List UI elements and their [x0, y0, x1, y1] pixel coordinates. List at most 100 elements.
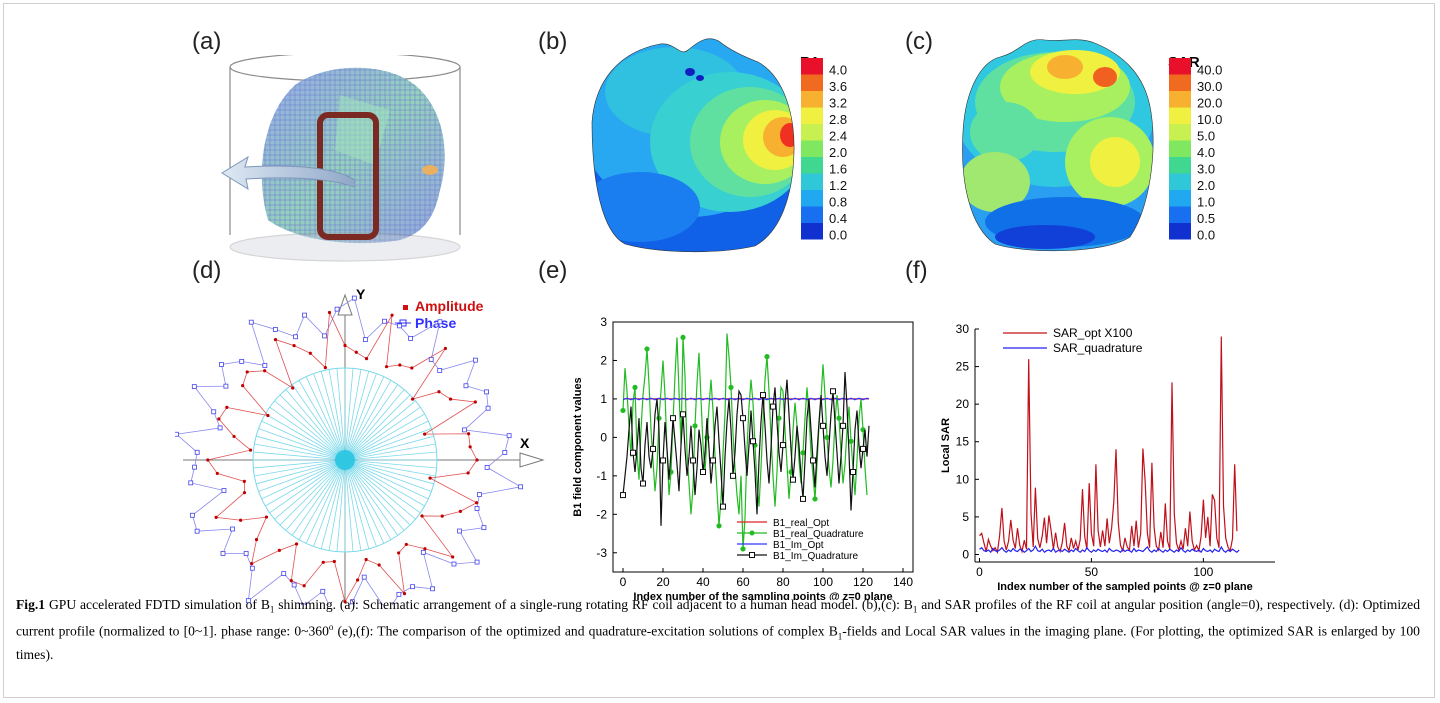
amplitude-marker	[475, 501, 479, 505]
amplitude-marker	[321, 560, 325, 564]
series-marker	[750, 438, 756, 445]
sar-colorbar-swatch	[1169, 190, 1191, 207]
series-marker	[760, 392, 766, 399]
phase-marker	[451, 561, 457, 567]
series-marker	[692, 423, 698, 429]
amplitude-marker	[254, 538, 259, 542]
spoke	[254, 459, 346, 477]
series-marker	[830, 388, 836, 395]
phase-marker	[481, 525, 487, 531]
series-marker	[644, 346, 650, 352]
x-tick-label: 0	[620, 575, 627, 589]
sar-colorbar-tick-label: 1.0	[1197, 194, 1215, 209]
amplitude-marker	[343, 343, 347, 348]
series-marker	[820, 422, 826, 429]
spoke	[344, 406, 421, 461]
spoke	[254, 443, 346, 461]
amplitude-marker	[242, 491, 247, 495]
amplitude-marker	[458, 509, 462, 513]
legend-phase-marker	[399, 319, 407, 327]
spoke	[344, 459, 434, 485]
phase-marker	[189, 512, 195, 518]
amplitude-marker	[263, 369, 267, 373]
b1-colorbar-swatch	[801, 223, 823, 240]
amplitude-marker	[277, 548, 281, 552]
spoke	[344, 459, 425, 507]
amplitude-marker	[225, 405, 229, 409]
amplitude-marker	[377, 563, 381, 567]
x-tick-label: 40	[696, 575, 710, 589]
b1-colorbar-tick-label: 2.8	[829, 112, 847, 127]
x-tick-label: 100	[813, 575, 833, 589]
phase-marker	[437, 368, 443, 373]
sar-colorbar-swatch	[1169, 91, 1191, 108]
spoke	[269, 459, 346, 514]
legend-entry: B1_real_Quadrature	[773, 529, 864, 540]
y-tick-label: 2	[600, 353, 607, 367]
sar-colorbar-swatch	[1169, 74, 1191, 91]
spoke	[344, 459, 411, 526]
amplitude-marker	[332, 559, 336, 564]
caption-text-5: -fields and Local SAR values in the imag…	[16, 623, 1420, 662]
series-marker	[630, 449, 636, 456]
b1-colorbar: 4.0 3.6 3.2 2.8 2.4 2.0 1.6 1.2 0.8 0.4 0.0	[801, 58, 871, 253]
spoke	[253, 451, 346, 461]
amplitude-marker	[241, 384, 245, 388]
spoke	[285, 459, 346, 531]
spoke	[305, 376, 346, 461]
amplitude-marker	[411, 397, 415, 401]
amplitude-marker	[354, 350, 358, 354]
b1-map	[591, 38, 795, 253]
amplitude-marker	[250, 562, 254, 566]
caption-text-2: shimming. (a): Schematic arrangement of …	[274, 597, 913, 612]
legend-entry: B1_Im_Quadrature	[773, 551, 858, 562]
series-marker	[640, 480, 646, 487]
spoke	[344, 380, 392, 461]
series-line	[979, 544, 1240, 554]
x-arrow-icon	[519, 452, 545, 468]
sar-colorbar-swatch	[1169, 124, 1191, 141]
y-tick-label: 1	[600, 392, 607, 406]
phase-marker	[219, 362, 224, 367]
phase-marker	[474, 559, 480, 565]
spoke	[344, 413, 425, 461]
x-tick-label: 80	[776, 575, 790, 589]
amplitude-marker	[466, 432, 471, 436]
legend-entry: SAR_opt X100	[1053, 326, 1133, 340]
b1-colorbar-tick-label: 1.2	[829, 178, 847, 193]
b1-colorbar-swatch	[801, 157, 823, 174]
spoke	[256, 459, 346, 485]
sar-colorbar-tick-label: 10.0	[1197, 112, 1222, 127]
series-marker	[812, 496, 818, 502]
spoke	[285, 389, 346, 461]
panel-label-e: (e)	[538, 257, 568, 284]
y-tick-label: 20	[956, 397, 970, 411]
sar-colorbar-tick-label: 40.0	[1197, 62, 1222, 77]
amplitude-marker	[466, 471, 470, 475]
spoke	[265, 459, 346, 507]
amplitude-marker	[323, 365, 327, 370]
spoke	[344, 459, 362, 551]
phase-marker	[262, 363, 268, 368]
phase-marker	[194, 449, 200, 455]
panel-label-c: (c)	[905, 28, 933, 55]
caption-sub-1: 1	[269, 604, 275, 615]
unit-circle	[252, 367, 438, 553]
spoke	[298, 380, 346, 461]
spoke	[344, 459, 437, 469]
caption-sup-1: o	[328, 622, 334, 633]
sar-colorbar-tick-label: 0.0	[1197, 227, 1215, 242]
spoke	[344, 376, 385, 461]
spoke	[344, 371, 370, 461]
phase-marker	[191, 384, 197, 390]
series-line	[622, 371, 870, 526]
phase-marker	[506, 433, 512, 439]
y-tick-label: -2	[596, 507, 607, 521]
b1-colorbar-swatch	[801, 107, 823, 124]
series-marker	[824, 434, 830, 440]
amplitude-marker	[302, 584, 306, 588]
amplitude-marker	[308, 351, 312, 355]
series-marker	[848, 438, 854, 444]
phase-marker	[291, 582, 297, 588]
spoke	[344, 459, 377, 547]
